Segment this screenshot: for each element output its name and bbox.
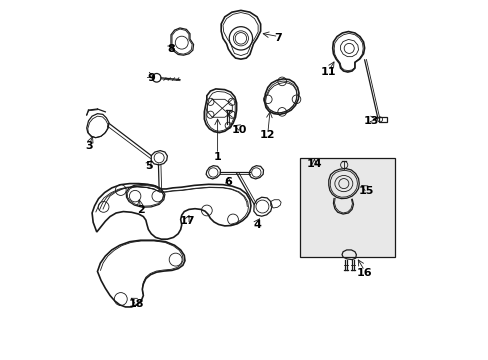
- Bar: [300, 158, 394, 257]
- Text: 15: 15: [358, 186, 373, 196]
- Text: 16: 16: [356, 268, 372, 278]
- Bar: [300, 158, 394, 257]
- Text: 13: 13: [364, 116, 379, 126]
- Text: 5: 5: [145, 161, 153, 171]
- Text: 4: 4: [253, 220, 261, 230]
- Text: 3: 3: [85, 141, 93, 151]
- Text: 8: 8: [167, 44, 175, 54]
- Text: 7: 7: [274, 33, 282, 43]
- Text: 12: 12: [260, 130, 275, 140]
- Text: 9: 9: [147, 73, 155, 83]
- Text: 6: 6: [224, 177, 232, 187]
- Text: 17: 17: [179, 216, 195, 226]
- Text: 18: 18: [129, 299, 144, 309]
- Text: 1: 1: [213, 152, 221, 162]
- Text: 14: 14: [306, 159, 322, 169]
- Text: 2: 2: [136, 206, 144, 216]
- Text: 10: 10: [231, 125, 246, 135]
- Text: 11: 11: [320, 67, 336, 77]
